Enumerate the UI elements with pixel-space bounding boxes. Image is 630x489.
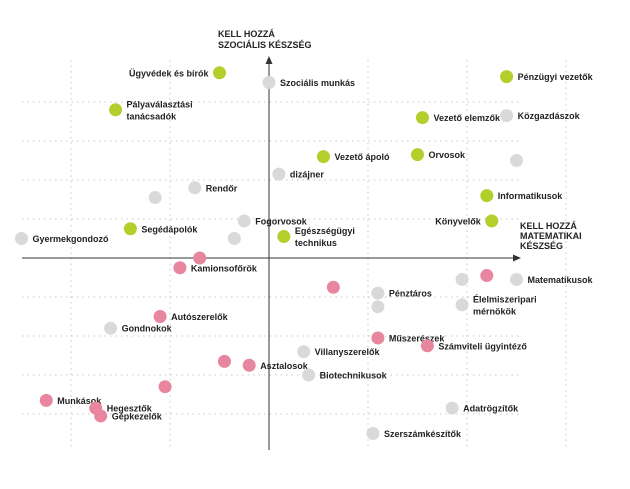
data-point-label: Fogorvosok — [255, 216, 307, 226]
y-axis-title-line-2: SZOCIÁLIS KÉSZSÉG — [218, 40, 312, 50]
data-point-gray — [297, 345, 311, 359]
data-points: Ügyvédek és bírók Szociális munkás Pénzügy… — [15, 66, 594, 440]
data-point-gray — [148, 191, 162, 205]
data-point-label: Biotechnikusok — [320, 371, 388, 381]
data-point-label: Pénztáros — [389, 289, 432, 299]
data-point-gray — [104, 321, 118, 335]
data-point-label: Munkások — [57, 396, 102, 406]
data-point-gray — [510, 272, 523, 286]
gridlines — [22, 60, 567, 450]
data-point-label: Villanyszerelők — [315, 347, 381, 357]
data-point-pink — [39, 393, 53, 407]
data-point-green — [213, 66, 226, 80]
data-point-green — [411, 148, 424, 162]
data-point-label: Vezető ápoló — [334, 152, 390, 162]
x-axis-title-line-1: KELL HOZZÁ — [520, 221, 577, 231]
data-point-label: Asztalosok — [260, 361, 309, 371]
data-point-gray — [366, 427, 380, 440]
data-point-pink — [242, 358, 256, 372]
data-point-label: Segédápolók — [141, 224, 198, 234]
data-point-label: Könyvelők — [435, 216, 482, 226]
data-point-label: Adatrögzítők — [463, 404, 519, 414]
data-point-label: Élelmiszeripari mérnökök — [473, 294, 537, 316]
data-point-green — [109, 103, 123, 117]
data-point-green — [500, 70, 514, 84]
data-point-green — [415, 111, 429, 125]
data-point-label: Informatikusok — [498, 191, 564, 201]
data-point-label: Gépkezelők — [112, 411, 163, 421]
data-point-green — [277, 230, 291, 244]
data-point-gray — [371, 286, 385, 300]
data-point-gray — [15, 232, 28, 245]
data-point-gray — [272, 167, 286, 181]
data-point-pink — [326, 280, 340, 294]
data-point-pink — [158, 380, 172, 394]
data-point-label: Gyermekgondozó — [33, 234, 110, 244]
data-point-label: Egészségügyi technikus — [295, 226, 355, 248]
data-point-label: Pénzügyi vezetők — [518, 72, 594, 82]
data-point-green — [480, 189, 494, 203]
data-point-gray — [500, 109, 514, 123]
x-axis-arrow-icon — [513, 254, 521, 262]
data-point-pink — [173, 261, 187, 275]
data-point-label: Kamionsofőrök — [191, 263, 258, 273]
data-point-label: Közgazdászok — [518, 111, 581, 121]
data-point-green — [316, 150, 330, 164]
data-point-gray — [510, 154, 523, 167]
data-point-gray — [445, 401, 459, 415]
x-axis-title-line-2: MATEMATIKAI — [520, 231, 582, 241]
data-point-label: Pályaválasztási tanácsadók — [127, 99, 193, 121]
data-point-green — [123, 222, 137, 236]
data-point-pink — [480, 269, 494, 283]
data-point-pink — [217, 354, 231, 368]
data-point-label: Vezető elemzők — [433, 113, 501, 123]
data-point-label: Hegesztők — [107, 404, 153, 414]
data-point-gray — [262, 76, 276, 89]
data-point-pink — [371, 331, 385, 345]
data-point-label: Számviteli ügyintéző — [438, 341, 527, 351]
data-point-gray — [302, 368, 316, 382]
y-axis-title-line-1: KELL HOZZÁ — [218, 29, 275, 39]
data-point-label: Gondnokok — [122, 324, 173, 334]
data-point-gray — [455, 298, 469, 312]
data-point-label: Szociális munkás — [280, 78, 355, 88]
data-point-label: dizájner — [290, 170, 325, 180]
data-point-label: Ügyvédek és bírók — [129, 68, 210, 78]
data-point-pink — [193, 251, 207, 265]
data-point-green — [485, 214, 499, 228]
data-point-pink — [420, 339, 434, 353]
data-point-label: Műszerészek — [389, 333, 446, 343]
data-point-label: Matematikusok — [528, 275, 594, 285]
x-axis-title-line-3: KÉSZSÉG — [520, 241, 563, 251]
data-point-label: Orvosok — [429, 150, 467, 160]
data-point-pink — [153, 310, 167, 323]
y-axis-arrow-icon — [265, 56, 273, 64]
data-point-gray — [227, 232, 241, 245]
data-point-label: Rendőr — [206, 183, 238, 193]
data-point-label: Autószerelők — [171, 312, 229, 322]
data-point-gray — [455, 272, 469, 286]
data-point-gray — [188, 181, 202, 195]
data-point-label: Szerszámkészítők — [384, 429, 462, 439]
data-point-gray — [237, 214, 251, 228]
data-point-pink — [94, 409, 108, 423]
x-axis-title: KELL HOZZÁ MATEMATIKAI KÉSZSÉG — [520, 221, 584, 251]
data-point-gray — [371, 300, 385, 314]
y-axis-title: KELL HOZZÁ SZOCIÁLIS KÉSZSÉG — [218, 29, 312, 50]
